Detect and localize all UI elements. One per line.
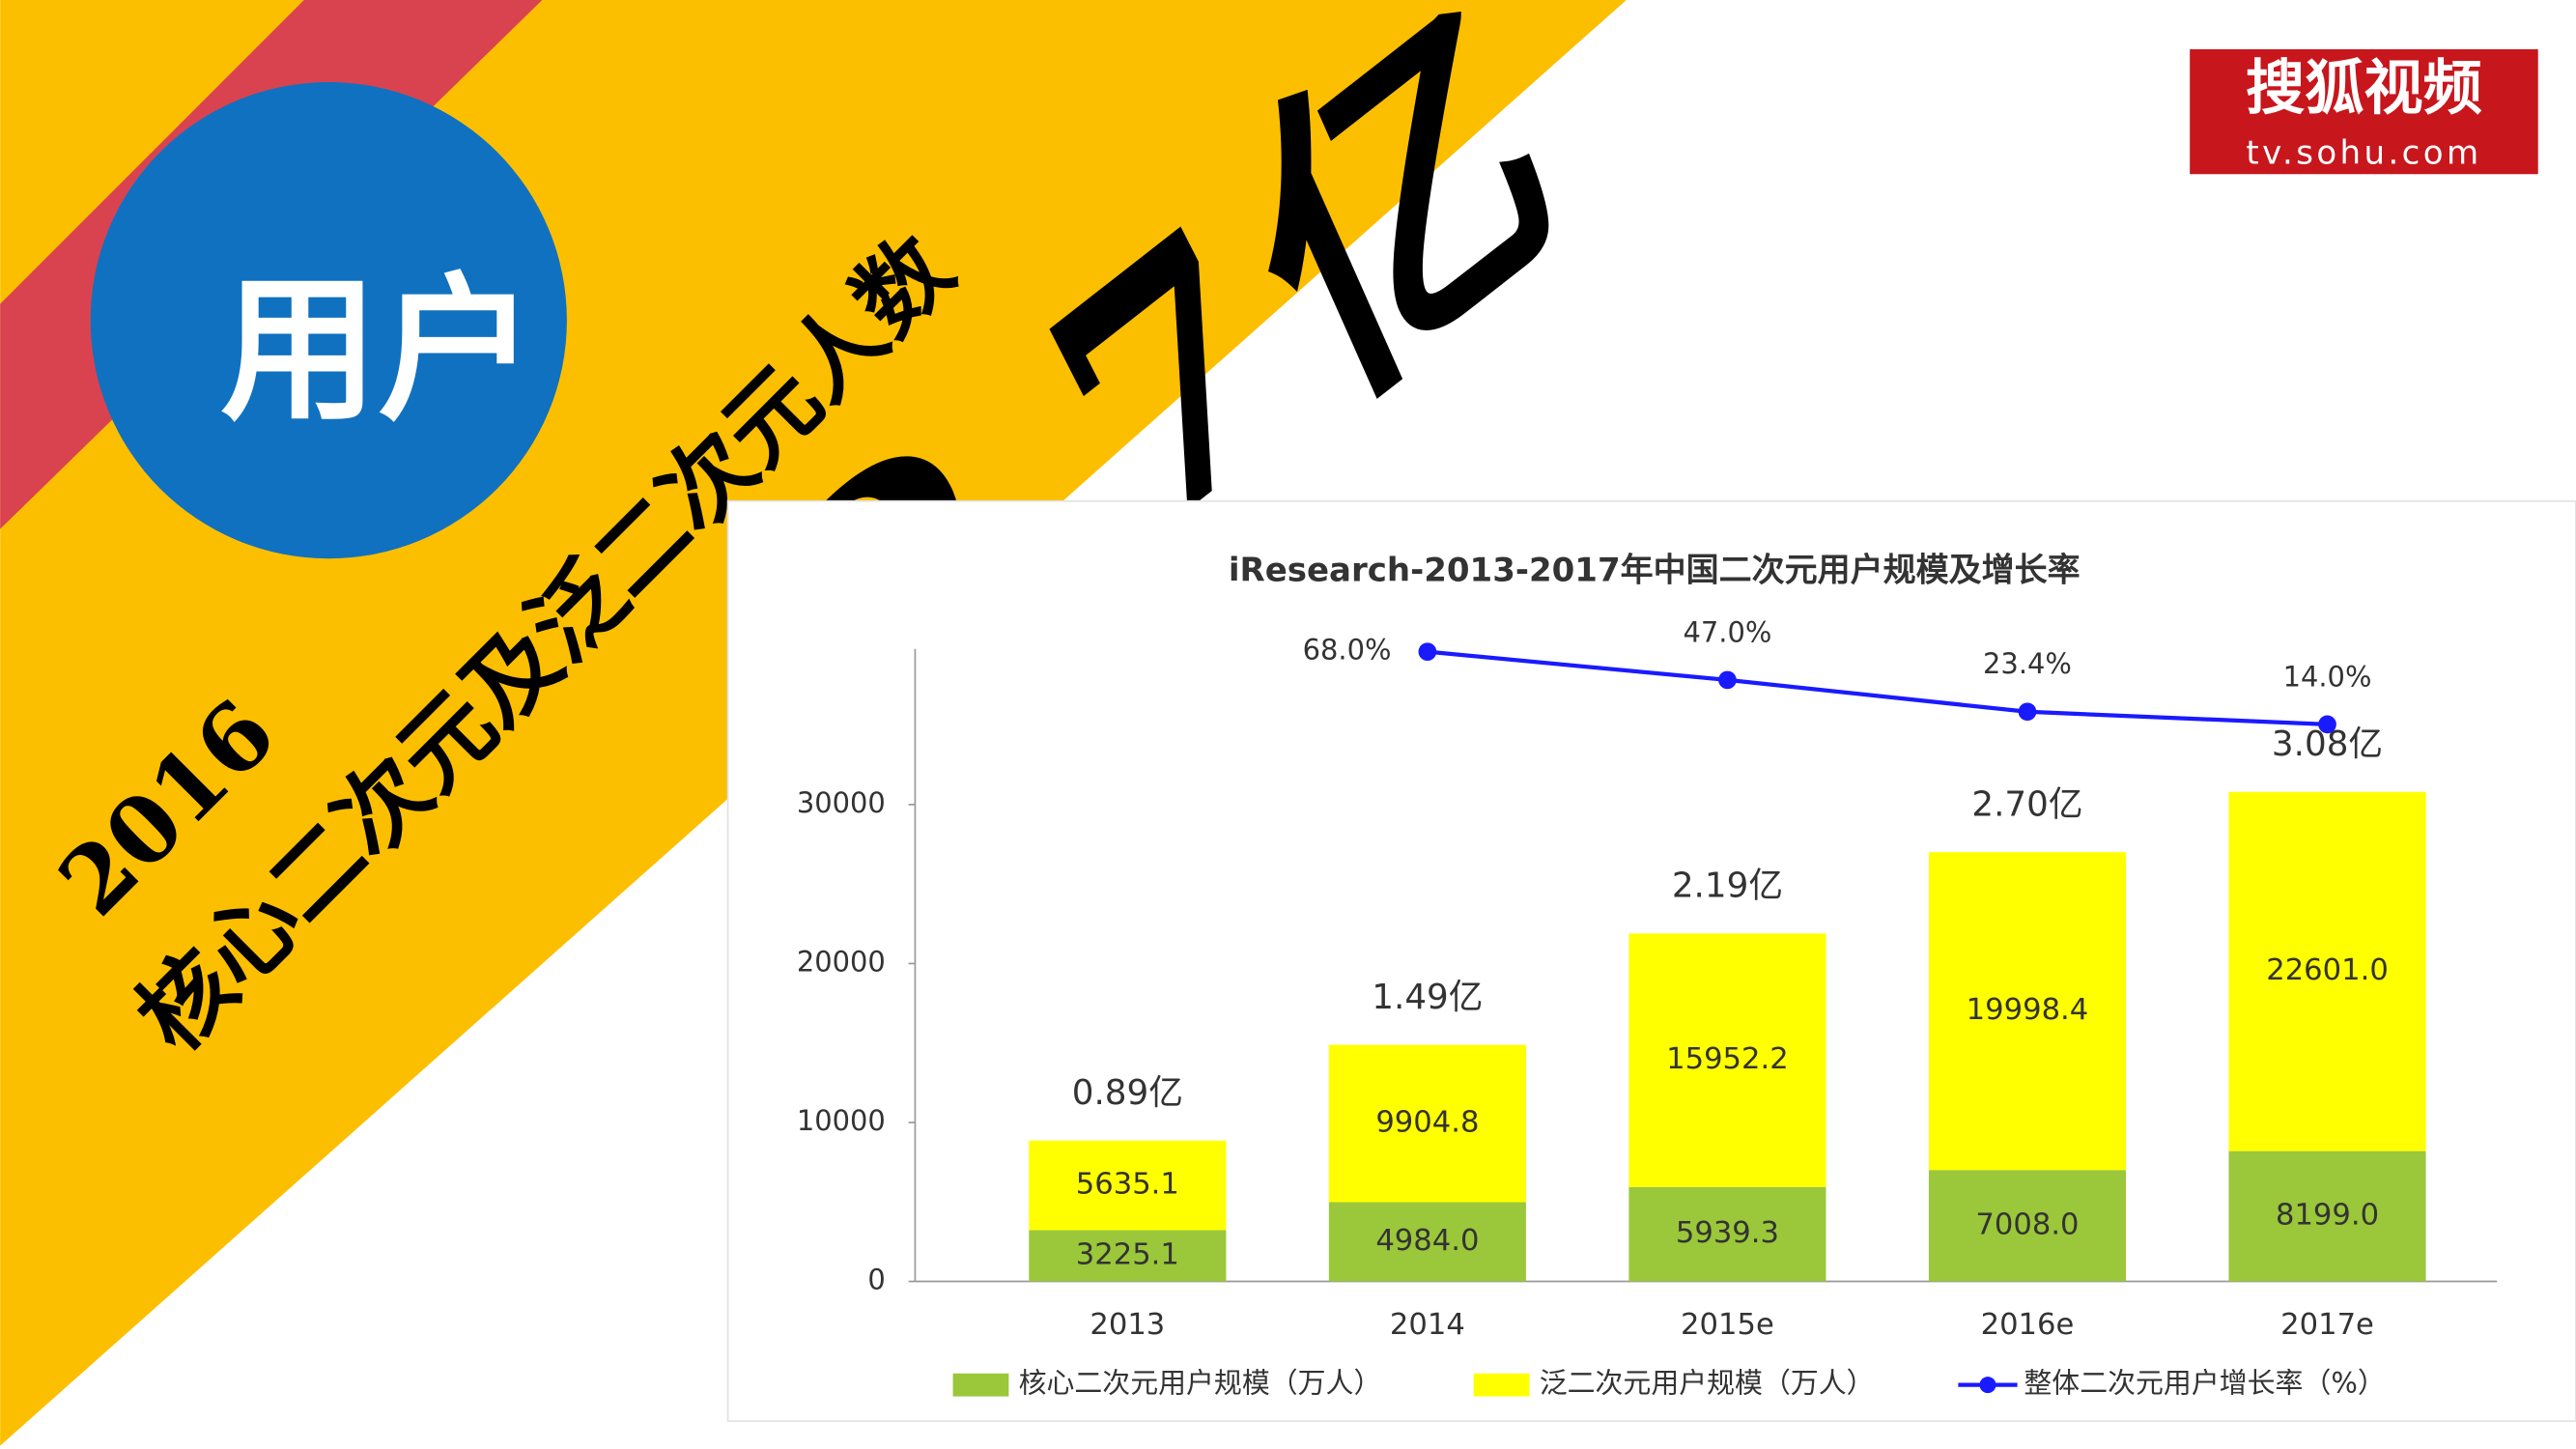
legend-label: 泛二次元用户规模（万人） [1540,1367,1875,1400]
data-label: 19998.4 [1967,993,2089,1027]
x-tick-label: 2014 [1390,1308,1465,1342]
logo-url: tv.sohu.com [2246,133,2481,172]
x-tick-label: 2013 [1090,1308,1165,1342]
x-tick-label: 2016e [1981,1308,2075,1342]
data-label: 7008.0 [1975,1208,2079,1241]
growth-label: 14.0% [2283,660,2372,693]
data-label: 8199.0 [2276,1199,2379,1233]
x-tick-label: 2017e [2280,1308,2374,1342]
total-label: 2.70亿 [1971,785,2082,825]
logo-title: 搜狐视频 [2246,54,2482,123]
y-tick-label: 20000 [797,945,886,978]
legend-label: 整体二次元用户增长率（%） [2024,1367,2385,1400]
bar-segment [1628,1186,1826,1282]
growth-label: 47.0% [1684,615,1772,648]
data-label: 22601.0 [2266,953,2389,987]
badge-text: 用户 [220,258,535,442]
total-label: 2.19亿 [1672,867,1783,906]
chart-title: iResearch-2013-2017年中国二次元用户规模及增长率 [1229,551,2081,589]
growth-point [2018,702,2037,722]
y-tick-label: 0 [867,1264,885,1296]
growth-label: 68.0% [1303,634,1392,667]
bar-segment [1928,1170,2127,1282]
bar-segment [2228,791,2426,1151]
badge-circle [90,82,567,559]
bar-segment [1029,1230,1227,1282]
data-label: 3225.1 [1076,1237,1179,1271]
data-label: 4984.0 [1375,1224,1479,1258]
bar-segment [1328,1044,1526,1203]
bar-segment [2228,1151,2426,1282]
data-label: 15952.2 [1666,1042,1789,1076]
growth-point [2318,715,2336,734]
data-label: 5635.1 [1076,1168,1179,1202]
growth-label: 23.4% [1983,647,2072,680]
legend-swatch [952,1373,1009,1397]
y-tick-label: 30000 [797,786,886,819]
total-label: 1.49亿 [1372,978,1483,1017]
bar-segment [1029,1140,1227,1231]
legend-swatch-dot [1979,1377,1996,1394]
y-tick-label: 10000 [797,1104,886,1137]
total-label: 0.89亿 [1072,1073,1183,1113]
growth-point [1418,642,1437,662]
bar-segment [1628,933,1826,1187]
growth-point [1718,670,1737,690]
bar-segment [1928,852,2127,1171]
legend-swatch [1473,1373,1530,1397]
data-label: 9904.8 [1375,1106,1479,1140]
data-label: 5939.3 [1676,1216,1779,1250]
x-tick-label: 2015e [1681,1308,1774,1342]
legend-label: 核心二次元用户规模（万人） [1019,1367,1382,1400]
growth-line [1427,649,2328,727]
bar-segment [1328,1202,1526,1282]
logo-box [2190,49,2538,175]
